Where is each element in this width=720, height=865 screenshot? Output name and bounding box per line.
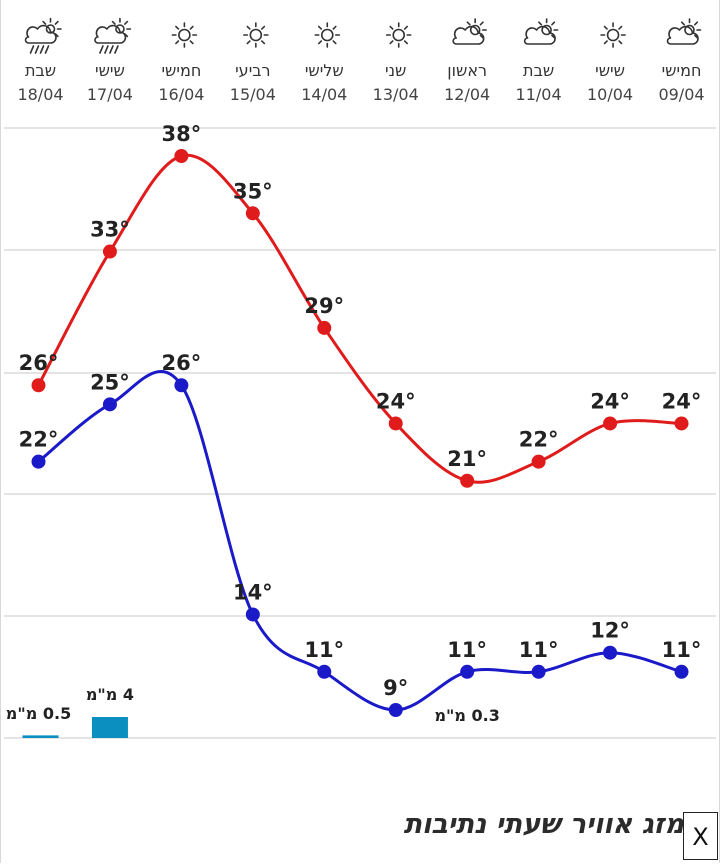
- min-temp-label: 11°: [447, 638, 487, 662]
- sunny-icon: [600, 22, 626, 48]
- precip-label: 4 מ"מ: [86, 685, 134, 704]
- min-temp-point: [603, 645, 618, 660]
- day-date: 13/04: [373, 85, 419, 104]
- min-temp-label: 26°: [162, 351, 202, 375]
- min-temp-point: [31, 454, 46, 469]
- precip-label: 0.5 מ"מ: [6, 704, 71, 723]
- max-temp-point: [317, 320, 332, 335]
- grid-lines: [4, 127, 716, 739]
- max-temp-point: [674, 416, 689, 431]
- max-temp-label: 24°: [376, 389, 416, 413]
- day-name: שבת: [25, 61, 56, 80]
- partly-cloudy-icon: [666, 18, 702, 45]
- min-temp-line: [37, 370, 682, 712]
- temperature-lines: [37, 153, 682, 712]
- day-date: 14/04: [301, 85, 347, 104]
- max-temp-point: [460, 473, 475, 488]
- max-temp-label: 38°: [162, 122, 202, 146]
- day-name: שני: [385, 61, 406, 80]
- precip-label: 0.3 מ"מ: [434, 706, 499, 725]
- max-temp-label: 33°: [90, 218, 130, 242]
- max-temp-label: 24°: [662, 389, 702, 413]
- max-temp-point: [388, 416, 403, 431]
- max-temp-label: 29°: [304, 294, 344, 318]
- day-date: 09/04: [658, 85, 704, 104]
- max-temp-point: [102, 244, 117, 259]
- min-temp-label: 22°: [19, 428, 59, 452]
- min-temp-point: [388, 703, 403, 717]
- sunny-icon: [385, 22, 412, 48]
- partly-cloudy-icon: [523, 18, 559, 45]
- day-name: שלישי: [305, 61, 344, 80]
- max-temp-line: [37, 153, 682, 484]
- temperature-points: [31, 149, 689, 717]
- min-temp-label: 14°: [233, 580, 273, 604]
- min-temp-label: 11°: [662, 638, 702, 662]
- min-temp-point: [674, 664, 689, 679]
- day-date: 10/04: [587, 85, 633, 104]
- day-name: שישי: [95, 61, 125, 80]
- max-temp-point: [531, 454, 546, 469]
- day-date: 18/04: [17, 85, 63, 104]
- min-temp-point: [460, 664, 475, 679]
- min-temp-point: [317, 664, 332, 679]
- min-temp-label: 25°: [90, 370, 130, 394]
- day-date: 15/04: [230, 85, 276, 104]
- day-date: 17/04: [87, 85, 133, 104]
- day-name: חמישי: [161, 61, 201, 80]
- day-date: 11/04: [516, 85, 562, 104]
- max-temp-label: 24°: [590, 389, 630, 413]
- day-name: שישי: [595, 61, 625, 80]
- max-temp-label: 22°: [519, 428, 559, 452]
- day-name: ראשון: [447, 61, 487, 80]
- rain-cloud-sun-icon: [94, 17, 132, 54]
- precipitation-bars: 0.3 מ"מ 4 מ"מ 0.5 מ"מ: [6, 685, 500, 738]
- rain-cloud-sun-icon: [24, 17, 62, 54]
- day-header: חמישי 09/04 שישי 10/04 שבת 11/04 ראשון 12/04 שני…: [17, 17, 705, 104]
- day-date: 16/04: [158, 85, 204, 104]
- min-temp-point: [102, 397, 117, 412]
- precip-bar: [91, 717, 128, 738]
- max-temp-point: [31, 378, 46, 393]
- max-temp-point: [245, 206, 260, 221]
- temperature-labels: 24° 24° 22° 21° 24° 29° 35° 38° 33° 26° 11° 12° 11° 1…: [19, 122, 702, 700]
- weather-chart: חמישי 09/04 שישי 10/04 שבת 11/04 ראשון 12/04 שני…: [4, 17, 716, 739]
- max-temp-label: 21°: [447, 447, 487, 471]
- min-temp-label: 9°: [383, 676, 408, 700]
- min-temp-point: [174, 378, 189, 393]
- precip-bar: [22, 735, 59, 738]
- min-temp-label: 12°: [590, 619, 630, 643]
- day-name: רביעי: [235, 61, 270, 80]
- close-button[interactable]: X: [683, 812, 718, 860]
- day-date: 12/04: [444, 85, 490, 104]
- partly-cloudy-icon: [452, 18, 487, 45]
- sunny-icon: [314, 22, 341, 48]
- min-temp-point: [245, 607, 260, 622]
- day-name: חמישי: [662, 61, 702, 80]
- sunny-icon: [171, 22, 198, 48]
- min-temp-label: 11°: [304, 638, 344, 662]
- sunny-icon: [243, 22, 269, 48]
- footer-title: מזג אוויר שעתי נתיבות: [403, 809, 684, 840]
- max-temp-label: 26°: [19, 351, 59, 375]
- max-temp-point: [174, 149, 189, 163]
- min-temp-label: 11°: [519, 638, 559, 662]
- day-name: שבת: [523, 61, 554, 80]
- min-temp-point: [531, 664, 546, 679]
- max-temp-point: [603, 416, 618, 431]
- max-temp-label: 35°: [233, 179, 273, 203]
